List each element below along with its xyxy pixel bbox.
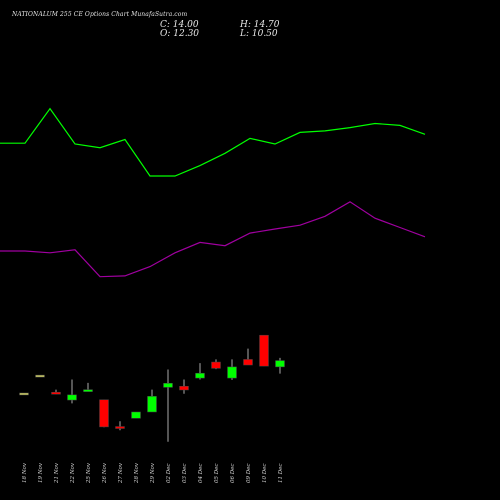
x-tick-label: 11 Dec [278, 464, 284, 484]
candle-body [19, 392, 29, 396]
chart-title: NATIONALUM 255 CE Options Chart MunafaSu… [12, 11, 188, 18]
candle-body [51, 391, 61, 395]
candle-body [275, 360, 285, 368]
candle-body [35, 374, 45, 378]
x-tick-label: 06 Dec [230, 464, 236, 484]
x-tick-label: 27 Nov [118, 462, 124, 484]
close-value: C: 14.00 [160, 20, 199, 30]
x-tick-label: 28 Nov [134, 462, 140, 484]
x-tick-label: 25 Nov [86, 462, 92, 484]
candle-body [227, 366, 237, 379]
candle-body [163, 383, 173, 388]
candle-body [243, 359, 253, 366]
candle-body [211, 361, 221, 369]
x-tick-label: 29 Nov [150, 462, 156, 484]
x-tick-label: 18 Nov [22, 462, 28, 483]
candle-body [99, 399, 109, 428]
low-value: L: 10.50 [240, 29, 278, 39]
candle-body [131, 411, 141, 419]
candle-body [115, 426, 125, 429]
open-value: O: 12.30 [160, 29, 200, 39]
x-tick-label: 04 Dec [198, 464, 204, 484]
high-value: H: 14.70 [240, 20, 280, 30]
candle-body [259, 334, 269, 367]
x-tick-label: 02 Dec [166, 464, 172, 484]
x-tick-label: 09 Dec [246, 464, 252, 484]
candle-body [67, 394, 77, 401]
candle-body [147, 396, 157, 413]
candle-body [83, 389, 93, 392]
upper-band-line [0, 107, 426, 177]
x-tick-label: 19 Nov [38, 462, 44, 483]
x-tick-label: 05 Dec [214, 464, 220, 484]
x-tick-label: 26 Nov [102, 462, 108, 484]
x-tick-label: 10 Dec [262, 464, 268, 484]
lower-band-line [0, 201, 426, 278]
x-tick-label: 22 Nov [70, 462, 76, 484]
x-tick-label: 21 Nov [54, 462, 60, 484]
candle-body [179, 386, 189, 391]
candle-body [195, 372, 205, 379]
x-tick-label: 03 Dec [182, 464, 188, 484]
